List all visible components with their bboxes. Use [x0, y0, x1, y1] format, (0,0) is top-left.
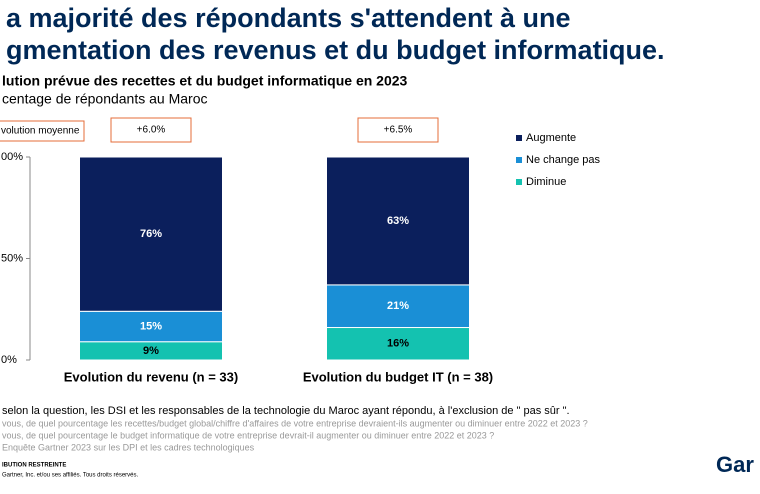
y-tick-label: 50% — [1, 252, 23, 264]
annotation-label: volution moyenne — [1, 126, 80, 137]
legend-label: Diminue — [526, 176, 566, 188]
title-line: a majorité des répondants s'attendent à … — [6, 3, 571, 33]
legend-swatch — [516, 157, 522, 163]
copyright: Gartner, Inc. et/ou ses affiliés. Tous d… — [2, 473, 139, 479]
title-line: gmentation des revenus et du budget info… — [6, 35, 665, 65]
chart-title: lution prévue des recettes et du budget … — [2, 73, 408, 89]
legend-swatch — [516, 135, 522, 141]
bar-segment — [79, 156, 223, 312]
value-label: 16% — [387, 338, 409, 350]
bar-segment — [326, 327, 470, 361]
legend-label: Ne change pas — [526, 154, 600, 166]
legend-label: Augmente — [526, 132, 576, 144]
value-label: 9% — [143, 345, 159, 357]
footnote: vous, de quel pourcentage le budget info… — [2, 430, 494, 440]
bar-segment — [326, 284, 470, 329]
y-tick-label: 0% — [1, 354, 17, 366]
value-label: 76% — [140, 228, 162, 240]
distribution: IBUTION RESTREINTE — [2, 463, 66, 469]
annotation: +6.0% — [137, 125, 166, 136]
legend-swatch — [516, 179, 522, 185]
annotation-box — [0, 120, 85, 142]
chart-subtitle: centage de répondants au Maroc — [2, 91, 207, 107]
logo: Gar — [716, 452, 754, 477]
value-label: 15% — [140, 320, 162, 332]
y-tick-label: 00% — [1, 151, 23, 163]
x-tick-label: Evolution du budget IT (n = 38) — [303, 369, 493, 384]
footnote: Enquête Gartner 2023 sur les DPI et les … — [2, 442, 255, 452]
bar-segment — [326, 156, 470, 286]
annotation-box — [357, 117, 439, 143]
value-label: 21% — [387, 300, 409, 312]
footnote: selon la question, les DSI et les respon… — [2, 405, 570, 417]
x-tick-label: Evolution du revenu (n = 33) — [64, 369, 238, 384]
annotation: +6.5% — [384, 125, 413, 136]
annotation-box — [110, 117, 192, 143]
footnote: vous, de quel pourcentage les recettes/b… — [2, 418, 588, 428]
value-label: 63% — [387, 215, 409, 227]
